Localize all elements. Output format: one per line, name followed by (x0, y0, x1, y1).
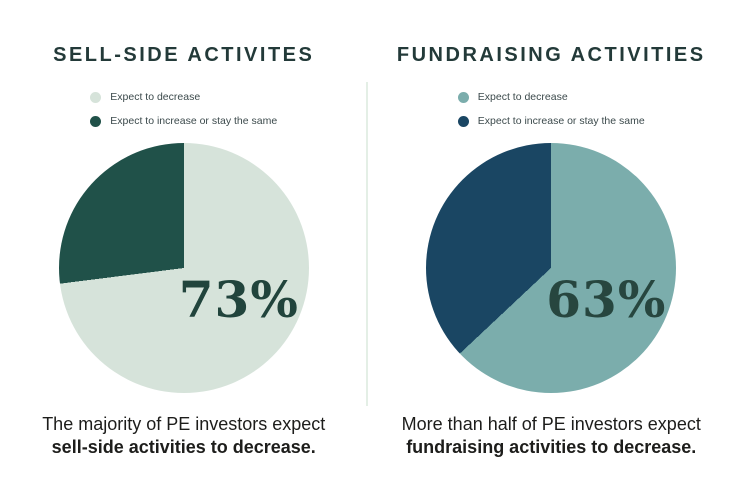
legend-fundraising: Expect to decrease Expect to increase or… (457, 91, 645, 127)
caption-line1: More than half of PE investors expect (401, 413, 701, 434)
caption-line1: The majority of PE investors expect (42, 413, 326, 434)
pie-wrap-sell-side: 73% (0, 142, 368, 393)
caption-line2: sell-side activities to decrease. (51, 436, 316, 457)
percent-label-fundraising: 63% (546, 270, 667, 329)
legend-label-decrease: Expect to decrease (477, 91, 568, 103)
caption-line2: fundraising activities to decrease. (406, 436, 697, 457)
caption-fundraising: More than half of PE investors expect fu… (378, 413, 726, 459)
legend-dot-decrease-icon (90, 91, 102, 103)
legend-dot-decrease-icon (457, 91, 469, 103)
panel-fundraising: FUNDRAISING ACTIVITIES Expect to decreas… (368, 0, 735, 490)
legend-item-decrease: Expect to decrease (90, 91, 277, 103)
caption-sell-side: The majority of PE investors expect sell… (10, 413, 358, 459)
legend-item-increase: Expect to increase or stay the same (90, 115, 277, 127)
legend-label-increase: Expect to increase or stay the same (110, 115, 278, 127)
legend-label-increase: Expect to increase or stay the same (477, 115, 645, 127)
pie-wrap-fundraising: 63% (368, 142, 735, 393)
pie-chart-sell-side: 73% (58, 142, 309, 393)
column-divider (366, 82, 368, 406)
pie-chart-fundraising: 63% (426, 142, 677, 393)
percent-label-sell-side: 73% (178, 270, 299, 329)
legend-dot-increase-icon (457, 115, 469, 127)
panel-sell-side: SELL-SIDE ACTIVITES Expect to decrease E… (0, 44, 368, 459)
chart-title-fundraising: FUNDRAISING ACTIVITIES (396, 44, 706, 66)
chart-title-sell-side: SELL-SIDE ACTIVITES (53, 44, 315, 66)
legend-item-decrease: Expect to decrease (457, 91, 645, 103)
legend-label-decrease: Expect to decrease (110, 91, 201, 103)
legend-dot-increase-icon (90, 115, 102, 127)
legend-item-increase: Expect to increase or stay the same (457, 115, 645, 127)
legend-sell-side: Expect to decrease Expect to increase or… (90, 91, 277, 127)
